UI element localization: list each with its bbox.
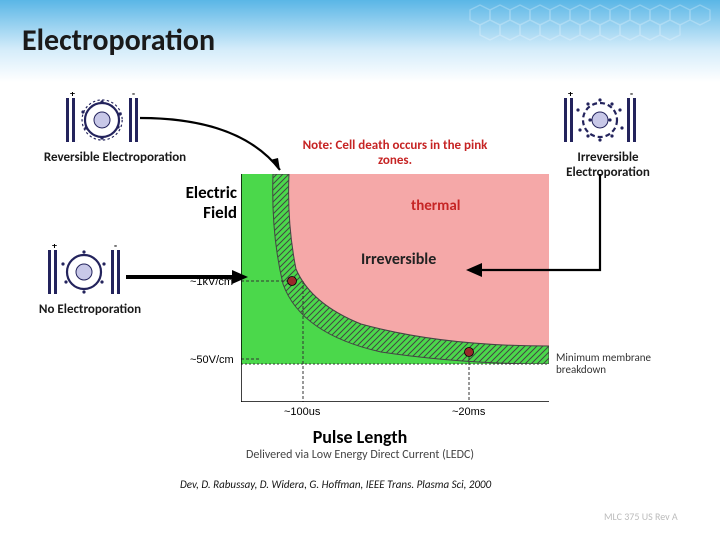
x-axis-label: Pulse Length: [0, 426, 720, 448]
ytick-2: ~50V/cm: [190, 354, 234, 366]
cell-label-none: No Electroporation: [30, 302, 150, 317]
svg-text:Irreversible: Irreversible: [361, 250, 436, 269]
header-hex-pattern: [460, 0, 720, 55]
x-axis-sublabel: Delivered via Low Energy Direct Current …: [0, 448, 720, 462]
svg-text:-: -: [630, 92, 633, 100]
footer-code: MLC 375 US Rev A: [604, 510, 678, 523]
arrow-reversible: [120, 104, 310, 184]
cell-diagram-none: +-: [44, 244, 124, 300]
note-text: Note: Cell death occurs in the pink zone…: [300, 138, 490, 168]
cell-diagram-irreversible: +-: [560, 92, 640, 148]
arrow-none: [120, 266, 250, 288]
svg-text:-: -: [132, 92, 135, 100]
svg-text:thermal: thermal: [411, 197, 460, 215]
arrow-irreversible: [460, 170, 620, 290]
y-axis-label: Electric Field: [165, 183, 237, 222]
xtick-1: ~100us: [284, 406, 320, 418]
svg-text:+: +: [52, 244, 57, 252]
svg-text:-: -: [114, 244, 117, 252]
min-membrane-label: Minimum membrane breakdown: [556, 352, 676, 376]
page-title: Electroporation: [22, 22, 215, 59]
svg-text:+: +: [568, 92, 573, 100]
xtick-2: ~20ms: [452, 406, 485, 418]
citation: Dev, D. Rabussay, D. Widera, G. Hoffman,…: [180, 478, 491, 491]
svg-text:+: +: [70, 92, 75, 100]
